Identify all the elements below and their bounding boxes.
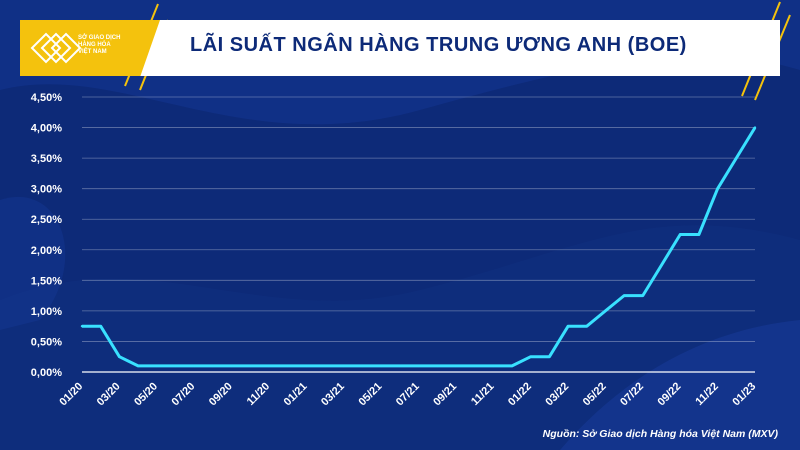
data-point <box>510 364 514 368</box>
x-tick-label: 09/20 <box>207 380 235 408</box>
data-point <box>323 364 327 368</box>
x-axis: 01/20 03/20 05/20 07/20 09/20 11/20 01/21 03/21… <box>57 380 758 408</box>
data-point <box>342 364 345 368</box>
logo-text: SỞ GIAO DỊCH HÀNG HÓA VIỆT NAM <box>78 35 148 56</box>
data-point <box>99 324 102 328</box>
x-tick-label: 09/22 <box>656 380 684 408</box>
data-point <box>211 364 215 368</box>
logo-line: SỞ GIAO DỊCH <box>78 35 121 41</box>
data-point <box>585 324 588 328</box>
chart-title: LÃI SUẤT NGÂN HÀNG TRUNG ƯƠNG ANH (BOE) <box>190 34 687 56</box>
y-tick-label: 1,00% <box>31 306 62 318</box>
data-point <box>398 364 402 368</box>
data-point <box>155 364 158 368</box>
series-line <box>82 126 757 368</box>
data-point <box>249 364 252 368</box>
data-point <box>473 364 476 368</box>
y-tick-label: 3,00% <box>31 184 62 196</box>
x-tick-label: 01/20 <box>57 380 85 408</box>
y-tick-label: 1,50% <box>31 275 62 287</box>
x-tick-label: 01/23 <box>730 380 758 408</box>
data-point <box>716 187 719 190</box>
data-point <box>548 355 551 358</box>
x-tick-label: 05/22 <box>581 380 609 408</box>
gridlines <box>82 96 755 373</box>
logo-line: VIỆT NAM <box>78 49 107 55</box>
diamond-logo-icon <box>30 32 82 64</box>
data-point <box>566 324 570 328</box>
y-tick-label: 2,50% <box>31 214 62 226</box>
logo-line: HÀNG HÓA <box>78 42 111 48</box>
y-tick-label: 4,50% <box>31 92 62 104</box>
title-banner: SỞ GIAO DỊCH HÀNG HÓA VIỆT NAM LÃI SUẤT … <box>20 20 780 76</box>
data-point <box>361 364 364 368</box>
x-tick-label: 01/22 <box>506 380 534 408</box>
x-tick-label: 07/21 <box>394 380 422 408</box>
data-point <box>417 364 420 368</box>
data-point <box>174 364 177 368</box>
data-point <box>753 126 757 129</box>
data-point <box>679 233 682 236</box>
data-point <box>80 324 84 328</box>
x-tick-label: 05/21 <box>356 380 384 408</box>
data-point <box>735 156 738 160</box>
x-tick-label: 09/21 <box>431 380 459 408</box>
x-tick-label: 11/20 <box>245 380 273 408</box>
x-tick-label: 11/22 <box>693 380 721 408</box>
data-point <box>192 364 196 368</box>
y-tick-label: 3,50% <box>31 153 62 165</box>
x-tick-label: 03/21 <box>319 380 347 408</box>
data-point <box>454 364 458 368</box>
data-point <box>136 364 140 368</box>
x-tick-label: 03/20 <box>95 380 123 408</box>
data-point <box>529 355 532 358</box>
x-tick-label: 07/20 <box>170 380 198 408</box>
data-point <box>492 364 495 368</box>
data-point <box>379 364 383 368</box>
x-tick-label: 07/22 <box>618 380 646 408</box>
y-tick-label: 2,00% <box>31 245 62 257</box>
data-point <box>622 294 626 297</box>
mxv-logo: SỞ GIAO DỊCH HÀNG HÓA VIỆT NAM <box>20 20 160 76</box>
x-tick-label: 03/22 <box>543 380 571 408</box>
source-note: Nguồn: Sở Giao dịch Hàng hóa Việt Nam (M… <box>542 428 778 440</box>
x-tick-label: 11/21 <box>469 380 497 408</box>
data-point <box>267 364 271 368</box>
y-tick-label: 0,00% <box>31 367 62 379</box>
data-point <box>660 263 663 267</box>
y-tick-label: 4,00% <box>31 123 62 135</box>
data-point <box>230 364 233 368</box>
data-point <box>118 355 121 358</box>
y-tick-label: 0,50% <box>31 336 62 348</box>
data-point <box>286 364 289 368</box>
data-point <box>697 233 701 236</box>
x-tick-label: 05/20 <box>132 380 160 408</box>
plot-area <box>80 126 757 368</box>
y-axis: 0,00% 0,50% 1,00% 1,50% 2,00% 2,50% 3,00% 3,50%… <box>31 92 62 379</box>
data-point <box>604 309 607 313</box>
x-tick-label: 01/21 <box>282 380 310 408</box>
data-point <box>435 364 439 368</box>
data-point <box>305 364 308 368</box>
data-point <box>641 294 645 297</box>
